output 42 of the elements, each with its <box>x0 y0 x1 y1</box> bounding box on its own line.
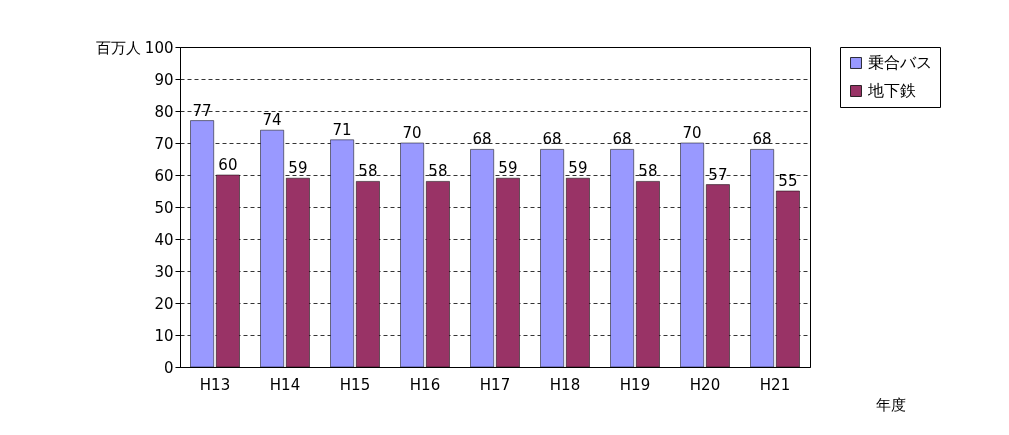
data-label: 57 <box>708 165 728 184</box>
data-label: 70 <box>402 124 422 142</box>
y-tick-label: 0 <box>163 358 174 377</box>
data-label: 59 <box>288 159 308 178</box>
data-label: 68 <box>472 130 492 149</box>
data-label: 68 <box>542 130 562 149</box>
y-axis-title: 百万人 <box>95 38 141 57</box>
data-label: 71 <box>332 120 352 139</box>
x-tick-label: H13 <box>199 375 231 394</box>
data-label: 68 <box>752 130 772 149</box>
y-tick-label: 90 <box>154 70 174 89</box>
x-tick-label: H21 <box>759 375 791 394</box>
data-label: 58 <box>358 162 378 181</box>
data-label: 74 <box>262 111 282 130</box>
y-tick-label: 70 <box>154 134 174 153</box>
data-label: 77 <box>192 101 212 120</box>
x-tick-label: H15 <box>339 375 371 394</box>
data-label: 59 <box>568 159 588 178</box>
x-tick-label: H14 <box>269 375 301 394</box>
y-tick-label: 80 <box>154 102 174 121</box>
data-label: 58 <box>638 162 658 181</box>
y-tick-label: 100 <box>144 38 174 57</box>
y-tick-label: 40 <box>154 230 174 249</box>
x-tick-label: H16 <box>409 375 441 394</box>
x-tick-label: H20 <box>689 375 721 394</box>
x-axis-title: 年度 <box>875 395 906 414</box>
data-label: 59 <box>498 159 518 178</box>
y-tick-label: 20 <box>154 294 174 313</box>
y-tick-label: 30 <box>154 262 174 281</box>
data-label: 58 <box>428 162 448 181</box>
data-label: 68 <box>612 130 632 149</box>
x-tick-label: H19 <box>619 375 651 394</box>
data-label: 55 <box>778 172 798 190</box>
legend-label: 地下鉄 <box>867 81 916 100</box>
x-tick-label: H18 <box>549 375 581 394</box>
x-tick-label: H17 <box>479 375 511 394</box>
y-tick-label: 60 <box>154 166 174 185</box>
y-tick-label: 50 <box>154 198 174 217</box>
data-label: 60 <box>218 156 238 174</box>
legend-label: 乗合バス <box>868 53 932 72</box>
y-tick-label: 10 <box>154 326 174 345</box>
data-label: 70 <box>682 124 702 142</box>
